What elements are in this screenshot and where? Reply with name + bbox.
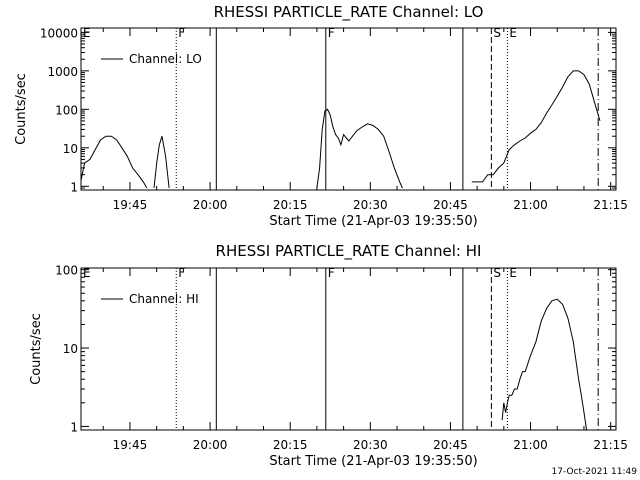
panel-hi: RHESSI PARTICLE_RATE Channel: HI 19:45 20:… (29, 242, 628, 469)
panel-lo: RHESSI PARTICLE_RATE Channel: LO 19:45 20:… (14, 3, 628, 229)
x-tick-label: 20:00 (193, 438, 228, 452)
marker-label: E (83, 26, 91, 40)
series-line (501, 298, 588, 431)
series-line (153, 136, 170, 189)
x-axis-label: Start Time (21-Apr-03 19:35:50) (269, 454, 477, 469)
y-tick-label: 10 (63, 342, 78, 356)
y-tick-label: 10 (63, 142, 78, 156)
footer-timestamp: 17-Oct-2021 11:49 (552, 467, 638, 477)
y-tick-label: 100 (55, 103, 78, 117)
x-tick-label: 19:45 (113, 198, 148, 212)
marker-label: E (509, 26, 517, 40)
x-tick-label: 20:45 (433, 198, 468, 212)
x-tick-label: 20:45 (433, 438, 468, 452)
marker-label: E (509, 266, 517, 280)
chart-title: RHESSI PARTICLE_RATE Channel: HI (216, 242, 482, 261)
legend-label: Channel: LO (129, 52, 202, 66)
marker-label: S (493, 266, 501, 280)
y-tick-label: 10000 (40, 26, 78, 40)
y-tick-label: 100 (55, 264, 78, 278)
marker-label: F (178, 26, 185, 40)
marker-label: E (83, 266, 91, 280)
marker-label: S (493, 26, 501, 40)
x-tick-label: 21:15 (593, 438, 628, 452)
marker-label: F (178, 266, 185, 280)
x-tick-label: 20:30 (353, 198, 388, 212)
x-tick-label: 20:00 (193, 198, 228, 212)
x-tick-label: 19:45 (113, 438, 148, 452)
y-tick-label: 1 (70, 180, 78, 194)
x-tick-label: 20:30 (353, 438, 388, 452)
marker-label: F (328, 26, 335, 40)
legend-label: Channel: HI (129, 292, 199, 306)
plot-frame (80, 267, 617, 431)
y-axis-label: Counts/sec (14, 73, 29, 145)
series-line (80, 135, 148, 189)
marker-label: F (328, 266, 335, 280)
chart-title: RHESSI PARTICLE_RATE Channel: LO (214, 3, 484, 22)
x-tick-label: 21:15 (593, 198, 628, 212)
y-axis-label: Counts/sec (29, 313, 44, 385)
series-line (471, 70, 601, 183)
x-tick-label: 21:00 (513, 198, 548, 212)
x-tick-label: 20:15 (273, 198, 308, 212)
series-line (316, 108, 403, 189)
y-tick-label: 1000 (47, 65, 78, 79)
x-tick-label: 21:00 (513, 438, 548, 452)
x-tick-label: 20:15 (273, 438, 308, 452)
x-axis-label: Start Time (21-Apr-03 19:35:50) (269, 214, 477, 229)
y-tick-label: 1 (70, 420, 78, 434)
